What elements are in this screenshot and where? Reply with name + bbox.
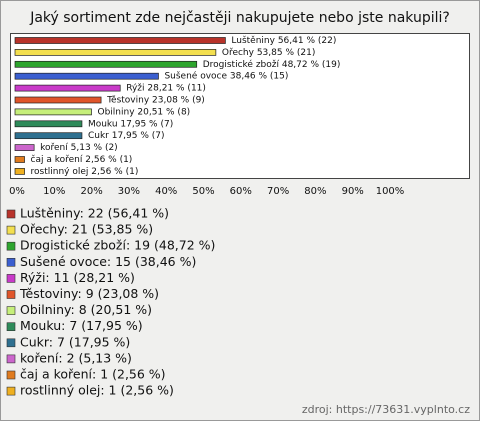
legend-swatch xyxy=(6,386,16,396)
x-tick-label: 10% xyxy=(43,186,65,197)
legend-swatch xyxy=(6,257,16,267)
x-tick-label: 30% xyxy=(118,186,140,197)
bar xyxy=(14,168,25,175)
legend-label: Sušené ovoce: 15 (38,46 %) xyxy=(20,254,196,269)
legend-label: Cukr: 7 (17,95 %) xyxy=(20,334,130,349)
bar xyxy=(14,37,226,44)
bar-label: Cukr 17,95 % (7) xyxy=(88,131,165,141)
bar-label: Mouku 17,95 % (7) xyxy=(88,119,173,129)
legend-label: Mouku: 7 (17,95 %) xyxy=(20,318,143,333)
x-tick-label: 90% xyxy=(342,186,364,197)
chart-title: Jaký sortiment zde nejčastěji nakupujete… xyxy=(29,10,450,26)
legend-label: Těstoviny: 9 (23,08 %) xyxy=(19,286,159,301)
bar xyxy=(14,49,217,56)
x-tick-label: 50% xyxy=(192,186,214,197)
x-tick-label: 70% xyxy=(267,186,289,197)
source: zdroj: https://73631.vyplnto.cz xyxy=(302,403,470,416)
legend-swatch xyxy=(6,306,16,315)
legend-label: Rýži: 11 (28,21 %) xyxy=(20,270,135,285)
bar xyxy=(14,72,159,80)
legend-label: koření: 2 (5,13 %) xyxy=(20,350,132,365)
bar-label: Těstoviny 23,08 % (9) xyxy=(106,96,205,106)
bar-label: Rýži 28,21 % (11) xyxy=(126,84,206,94)
bar-label: koření 5,13 % (2) xyxy=(40,143,118,153)
x-tick-label: 40% xyxy=(155,186,177,197)
legend-label: Luštěniny: 22 (56,41 %) xyxy=(20,206,169,221)
legend-label: Obilniny: 8 (20,51 %) xyxy=(20,302,152,317)
plot-area xyxy=(10,33,470,179)
x-tick-label: 80% xyxy=(304,186,326,197)
bar-label: Sušené ovoce 38,46 % (15) xyxy=(164,71,288,82)
legend-swatch xyxy=(6,338,16,348)
bar xyxy=(14,60,198,68)
legend-swatch xyxy=(6,322,16,332)
bar-label: Drogistické zboží 48,72 % (19) xyxy=(203,59,341,70)
bar xyxy=(14,120,83,128)
x-tick-label: 100% xyxy=(376,186,405,197)
bar xyxy=(14,132,83,140)
x-tick-label: 20% xyxy=(80,186,102,197)
legend-swatch xyxy=(6,241,16,251)
legend-label: Ořechy: 21 (53,85 %) xyxy=(20,222,153,237)
x-tick-label: 60% xyxy=(230,186,252,197)
legend-swatch xyxy=(6,209,16,219)
legend-swatch xyxy=(6,370,16,380)
legend-label: Drogistické zboží: 19 (48,72 %) xyxy=(20,238,215,253)
bar xyxy=(14,144,35,151)
bar xyxy=(14,156,25,163)
bar-label: rostlinný olej 2,56 % (1) xyxy=(31,167,139,177)
bar xyxy=(14,108,92,116)
legend-label: rostlinný olej: 1 (2,56 %) xyxy=(20,383,174,398)
legend-label: čaj a koření: 1 (2,56 %) xyxy=(20,367,166,382)
bar-label: Ořechy 53,85 % (21) xyxy=(222,48,315,58)
bar-label: Obilniny 20,51 % (8) xyxy=(98,107,191,117)
bar-label: čaj a koření 2,56 % (1) xyxy=(31,154,133,165)
bar-label: Luštěniny 56,41 % (22) xyxy=(231,35,336,46)
bar xyxy=(14,96,102,104)
legend-swatch xyxy=(6,290,16,299)
legend-swatch xyxy=(6,274,16,283)
legend-swatch xyxy=(6,354,16,364)
x-tick-label: 0% xyxy=(9,186,25,197)
bar xyxy=(14,84,121,92)
legend-swatch xyxy=(6,225,16,235)
